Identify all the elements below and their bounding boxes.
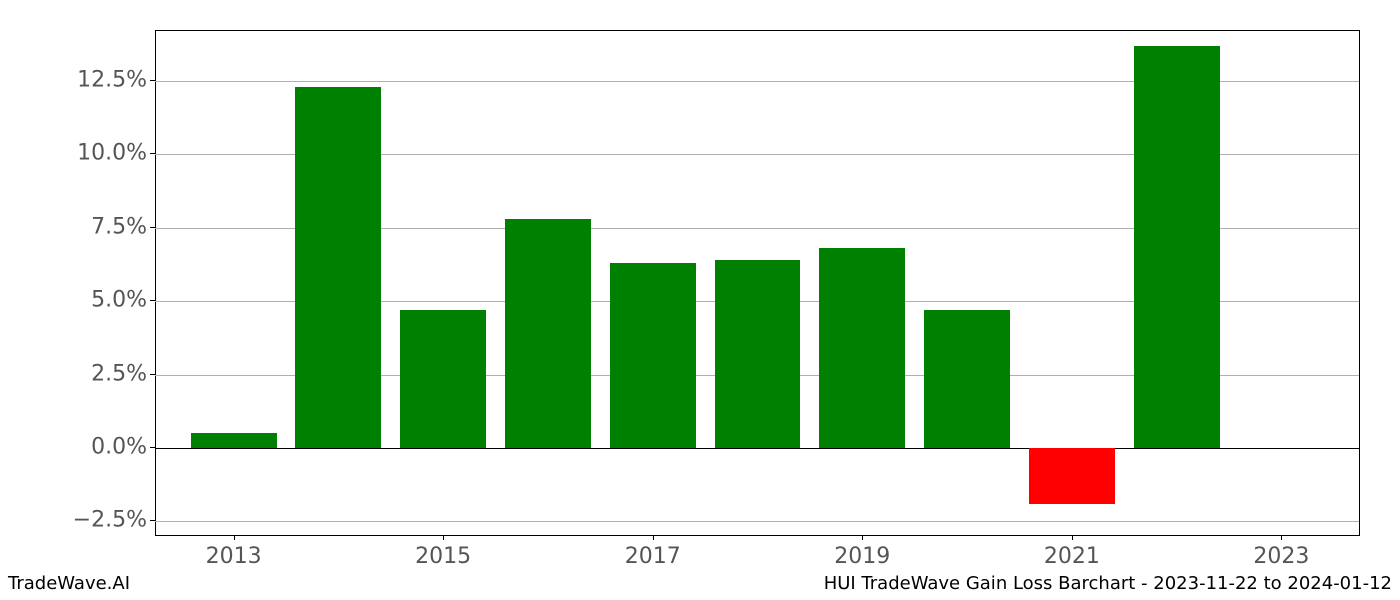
x-tick-label: 2013 — [206, 544, 262, 569]
x-tick-label: 2021 — [1044, 544, 1100, 569]
bar — [715, 260, 801, 448]
y-tick-label: 5.0% — [27, 288, 147, 313]
x-axis-line — [155, 535, 1360, 536]
y-tick-mark — [150, 300, 155, 301]
x-tick-mark — [234, 535, 235, 540]
gridline — [155, 521, 1359, 522]
x-tick-mark — [443, 535, 444, 540]
bar — [610, 263, 696, 448]
y-tick-mark — [150, 80, 155, 81]
x-tick-mark — [653, 535, 654, 540]
x-tick-label: 2017 — [625, 544, 681, 569]
y-tick-mark — [150, 153, 155, 154]
x-tick-mark — [862, 535, 863, 540]
x-tick-label: 2023 — [1253, 544, 1309, 569]
x-tick-label: 2015 — [415, 544, 471, 569]
footer-brand: TradeWave.AI — [8, 573, 130, 594]
x-tick-mark — [1281, 535, 1282, 540]
y-tick-label: 12.5% — [27, 67, 147, 92]
footer-title: HUI TradeWave Gain Loss Barchart - 2023-… — [824, 573, 1392, 594]
bar — [191, 433, 277, 448]
gain-loss-barchart — [155, 30, 1360, 535]
bar — [924, 310, 1010, 448]
y-tick-mark — [150, 374, 155, 375]
y-tick-label: 2.5% — [27, 361, 147, 386]
y-tick-mark — [150, 227, 155, 228]
y-tick-label: 0.0% — [27, 434, 147, 459]
y-tick-label: 7.5% — [27, 214, 147, 239]
bar — [295, 87, 381, 448]
y-tick-mark — [150, 520, 155, 521]
x-tick-mark — [1072, 535, 1073, 540]
y-tick-label: 10.0% — [27, 141, 147, 166]
y-tick-label: −2.5% — [27, 508, 147, 533]
bar — [819, 248, 905, 448]
x-tick-label: 2019 — [834, 544, 890, 569]
bar — [505, 219, 591, 448]
y-tick-mark — [150, 447, 155, 448]
zero-line — [155, 448, 1359, 449]
bar — [1029, 448, 1115, 504]
bar — [400, 310, 486, 448]
bar — [1134, 46, 1220, 448]
plot-area — [155, 30, 1360, 535]
